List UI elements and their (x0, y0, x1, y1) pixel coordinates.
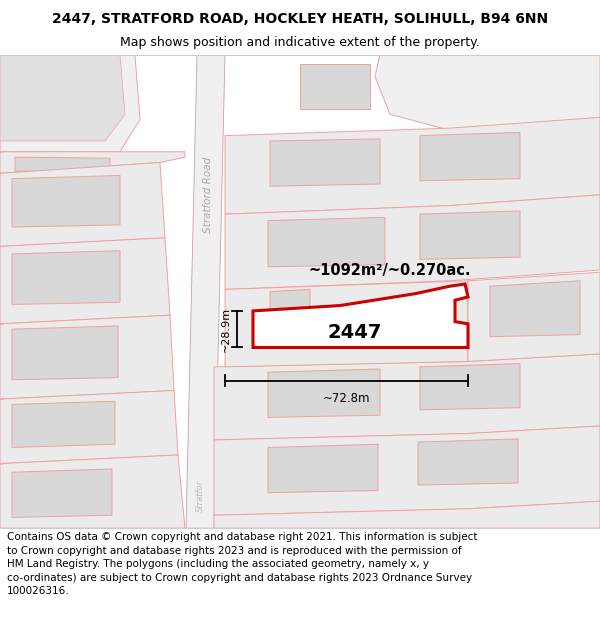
Polygon shape (12, 401, 115, 448)
Polygon shape (0, 315, 174, 399)
Polygon shape (0, 55, 140, 152)
Polygon shape (186, 55, 225, 528)
Polygon shape (375, 55, 600, 130)
Polygon shape (12, 469, 112, 518)
Polygon shape (270, 289, 310, 331)
Polygon shape (268, 217, 385, 267)
Text: 2447: 2447 (328, 323, 382, 342)
Polygon shape (225, 195, 600, 289)
Polygon shape (12, 176, 120, 227)
Polygon shape (15, 157, 110, 171)
Text: ~28.9m: ~28.9m (221, 307, 231, 352)
Polygon shape (225, 281, 468, 367)
Polygon shape (225, 118, 600, 214)
Polygon shape (300, 64, 370, 109)
Polygon shape (0, 455, 185, 528)
Polygon shape (420, 211, 520, 259)
Text: ~1092m²/~0.270ac.: ~1092m²/~0.270ac. (309, 262, 471, 278)
Polygon shape (214, 354, 600, 440)
Text: Contains OS data © Crown copyright and database right 2021. This information is : Contains OS data © Crown copyright and d… (7, 532, 478, 596)
Polygon shape (490, 281, 580, 337)
Polygon shape (214, 501, 600, 528)
Polygon shape (0, 55, 125, 141)
Polygon shape (270, 139, 380, 186)
Polygon shape (12, 251, 120, 304)
Polygon shape (418, 439, 518, 485)
Text: 2447, STRATFORD ROAD, HOCKLEY HEATH, SOLIHULL, B94 6NN: 2447, STRATFORD ROAD, HOCKLEY HEATH, SOL… (52, 12, 548, 26)
Polygon shape (0, 391, 178, 464)
Polygon shape (225, 55, 600, 130)
Polygon shape (214, 426, 600, 515)
Text: Stratfor: Stratfor (196, 480, 205, 512)
Text: Map shows position and indicative extent of the property.: Map shows position and indicative extent… (120, 36, 480, 49)
Polygon shape (0, 238, 170, 324)
Polygon shape (420, 364, 520, 410)
Polygon shape (0, 152, 185, 173)
Polygon shape (253, 284, 468, 348)
Text: Stratford Road: Stratford Road (203, 157, 213, 233)
Polygon shape (0, 162, 165, 246)
Polygon shape (468, 272, 600, 361)
Polygon shape (420, 132, 520, 181)
Text: ~72.8m: ~72.8m (323, 392, 370, 404)
Polygon shape (268, 444, 378, 493)
Polygon shape (12, 326, 118, 380)
Polygon shape (268, 369, 380, 418)
